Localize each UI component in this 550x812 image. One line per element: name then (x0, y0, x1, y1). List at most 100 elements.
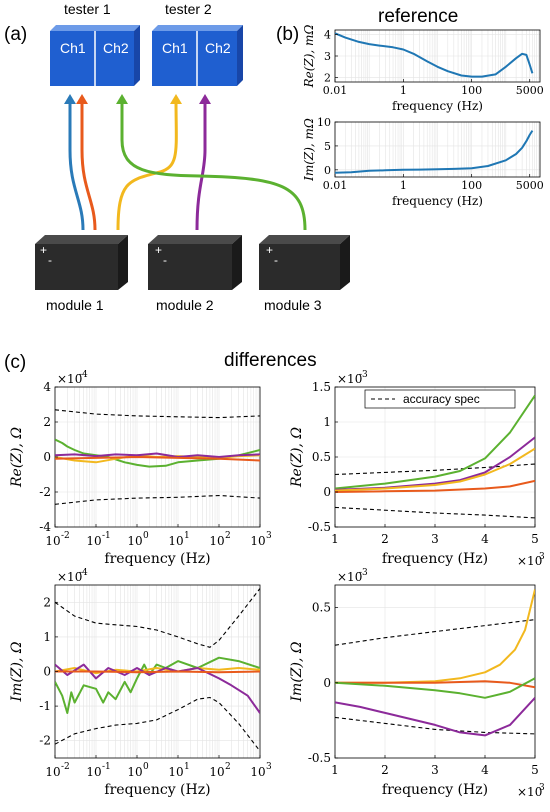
module-3: + - module 3 (259, 235, 350, 313)
y-exponent: ×10 (57, 372, 82, 386)
tester-1-ch1: Ch1 (60, 40, 86, 56)
x-tick-label: 10 (209, 534, 224, 548)
x-exponent-power: 3 (539, 783, 545, 793)
wires (64, 94, 307, 231)
x-exponent-power: 3 (539, 552, 545, 562)
x-tick-label: 3 (431, 763, 439, 777)
tester-2-ch1: Ch1 (162, 40, 188, 56)
x-tick-label: 100 (461, 84, 482, 97)
chart-ref_re: 0.01 1 100 5000 2 3 4 frequency (Hz) Re(Z), mΩ (302, 25, 544, 113)
tester-1-front (50, 31, 134, 86)
series-line-0 (335, 619, 535, 646)
series-line-0 (335, 130, 534, 174)
y-tick-label: -2 (39, 734, 51, 748)
x-tick-power: 0 (143, 762, 149, 772)
y-tick-label: -0.5 (308, 520, 331, 534)
tester-2: tester 2 Ch1 Ch2 (152, 1, 243, 86)
series-line-2 (55, 656, 260, 714)
x-axis-label: frequency (Hz) (392, 194, 483, 208)
y-tick-label: -0.5 (308, 751, 331, 765)
module-2-minus: - (163, 253, 167, 267)
module-1-name: module 1 (46, 297, 104, 313)
series-line-2 (55, 438, 260, 468)
series-line-5 (55, 670, 260, 674)
panel-label-a: (a) (4, 24, 27, 45)
y-exponent: ×10 (337, 372, 362, 386)
tester-2-name: tester 2 (165, 1, 212, 17)
series-line-2 (335, 394, 535, 490)
series-line-1 (335, 716, 535, 735)
y-axis-label: Im(Z), mΩ (302, 118, 316, 182)
x-axis-label: frequency (Hz) (104, 782, 210, 798)
x-tick-power: 2 (225, 531, 231, 541)
y-exponent-power: -3 (359, 568, 368, 578)
y-tick-label: 5 (324, 140, 331, 153)
y-axis-label: Re(Z), Ω (9, 427, 25, 488)
y-tick-label: -1 (39, 699, 51, 713)
x-tick-power: 1 (184, 531, 190, 541)
x-tick-label: 100 (461, 179, 482, 192)
y-axis-label: Re(Z), Ω (289, 427, 305, 488)
x-tick-power: -2 (61, 531, 70, 541)
y-tick-label: -4 (39, 520, 51, 534)
module-3-minus: - (274, 253, 278, 267)
series-line-0 (55, 409, 260, 419)
x-tick-label: 10 (45, 765, 60, 779)
legend-label: accuracy spec (403, 392, 480, 406)
x-tick-label: 5000 (516, 84, 544, 97)
series-line-5 (55, 456, 260, 462)
module-2: + - module 2 (148, 235, 242, 313)
y-tick-label: 2 (324, 72, 331, 85)
wire-blue (68, 100, 85, 231)
x-exponent: ×10 (517, 785, 542, 799)
x-tick-power: 3 (266, 531, 272, 541)
x-tick-label: 0.01 (323, 84, 348, 97)
reference-title: reference (378, 6, 458, 27)
series-line-3 (335, 680, 535, 689)
x-tick-power: -2 (61, 762, 70, 772)
series-line-4 (55, 663, 260, 714)
x-tick-label: 5 (531, 532, 539, 546)
series-line-0 (335, 463, 535, 476)
x-tick-label: 1 (400, 179, 407, 192)
y-tick-label: 0 (323, 676, 331, 690)
y-tick-label: 0.5 (312, 601, 331, 615)
plot-frame (334, 121, 541, 178)
x-tick-label: 10 (168, 534, 183, 548)
module-2-plus: + (155, 243, 162, 257)
y-exponent: ×10 (57, 570, 82, 584)
series-line-5 (335, 697, 535, 737)
series-line-1 (55, 494, 260, 505)
module-2-name: module 2 (156, 297, 214, 313)
plot-area (335, 32, 534, 78)
chart-ref_im: 0.01 1 100 5000 0 5 10 frequency (Hz) Im(Z), mΩ (302, 116, 544, 208)
x-tick-label: 1 (331, 763, 339, 777)
x-tick-label: 10 (127, 534, 142, 548)
x-tick-label: 10 (86, 534, 101, 548)
x-tick-power: -1 (102, 762, 111, 772)
x-tick-power: 3 (266, 762, 272, 772)
x-tick-label: 10 (209, 765, 224, 779)
x-axis-label: frequency (Hz) (382, 782, 488, 798)
series-line-4 (335, 447, 535, 492)
y-axis-label: Im(Z), Ω (9, 641, 25, 702)
x-tick-label: 5 (531, 763, 539, 777)
x-tick-label: 10 (250, 534, 265, 548)
y-tick-label: 4 (43, 380, 51, 394)
y-exponent-power: -4 (79, 568, 88, 578)
series-line-0 (55, 588, 260, 648)
y-tick-label: 0 (43, 665, 51, 679)
x-axis-label: frequency (Hz) (382, 551, 488, 567)
module-1-plus: + (40, 243, 47, 257)
x-tick-label: 0.01 (323, 179, 348, 192)
wire-green (120, 100, 307, 231)
x-tick-label: 10 (168, 765, 183, 779)
tester-1-ch2: Ch2 (103, 40, 129, 56)
y-tick-label: -2 (39, 485, 51, 499)
wire-orange (80, 100, 97, 231)
y-tick-label: 0 (323, 485, 331, 499)
